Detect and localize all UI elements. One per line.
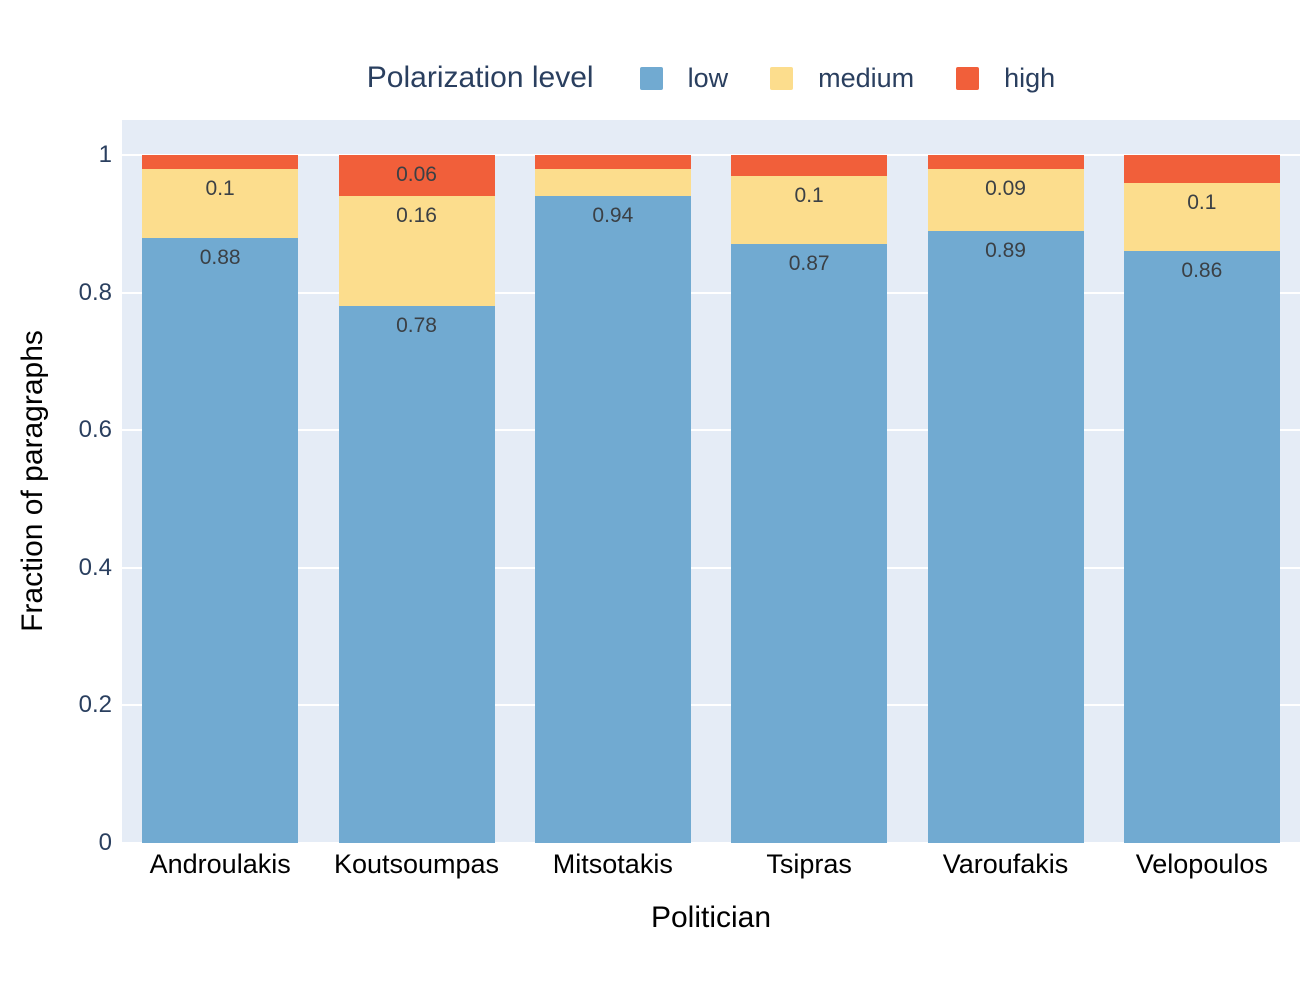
gridline-y-0.4 (122, 566, 1300, 569)
bar-segment-low-androulakis[interactable] (142, 237, 299, 843)
bar-segment-high-androulakis[interactable] (142, 155, 299, 169)
legend-swatch-low-icon (639, 66, 663, 90)
bar-segment-low-varoufakis[interactable] (927, 230, 1084, 843)
y-tick-label: 0.4 (78, 553, 112, 581)
bar-segment-medium-androulakis[interactable] (142, 168, 299, 238)
x-tick-label-mitsotakis: Mitsotakis (552, 849, 673, 879)
y-tick-label: 0 (98, 829, 112, 856)
gridline-y-0.6 (122, 429, 1300, 432)
gridline-y-1 (122, 154, 1300, 156)
y-tick-label: 0.2 (78, 691, 112, 719)
bar-segment-medium-mitsotakis[interactable] (534, 168, 691, 197)
legend-swatch-medium-icon (770, 66, 794, 90)
bar-segment-medium-tsipras[interactable] (731, 175, 888, 245)
x-tick-label-varoufakis: Varoufakis (942, 849, 1069, 879)
legend-title: Polarization level (366, 61, 594, 94)
bar-segment-medium-koutsoumpas[interactable] (338, 196, 495, 307)
legend-item-high[interactable]: high (956, 63, 1055, 94)
x-tick-label-androulakis: Androulakis (149, 849, 291, 879)
bar-segment-low-mitsotakis[interactable] (534, 196, 691, 843)
gridline-y-0.8 (122, 291, 1300, 294)
bar-segment-high-koutsoumpas[interactable] (338, 155, 495, 197)
y-tick-label: 0.8 (78, 278, 112, 306)
x-tick-label-velopoulos: Velopoulos (1135, 849, 1268, 879)
legend-swatch-high-icon (956, 66, 980, 90)
x-axis-title: Politician (650, 901, 772, 934)
x-tick-label-tsipras: Tsipras (766, 849, 852, 879)
legend: Polarization level low medium high (122, 54, 1300, 102)
legend-label-medium: medium (818, 62, 915, 93)
plot-area: 0.88 0.1 0.78 0.16 0.06 0.94 0.87 0.1 0.89 0.09 0.… (122, 120, 1300, 844)
x-tick-label-koutsoumpas: Koutsoumpas (333, 849, 500, 879)
y-tick-label: 0.6 (78, 416, 112, 444)
bar-segment-high-varoufakis[interactable] (927, 155, 1084, 169)
bar-segment-low-velopoulos[interactable] (1123, 251, 1280, 843)
legend-item-medium[interactable]: medium (770, 63, 914, 94)
legend-label-low: low (687, 62, 729, 93)
gridline-y-0.2 (122, 704, 1300, 707)
legend-item-low[interactable]: low (639, 62, 729, 94)
bar-segment-medium-velopoulos[interactable] (1123, 182, 1280, 252)
y-axis-title: Fraction of paragraphs (16, 330, 49, 632)
legend-label-high: high (1004, 62, 1056, 93)
y-tick-label: 1 (98, 141, 112, 168)
bar-segment-low-tsipras[interactable] (731, 244, 888, 843)
gridline-y-0 (122, 842, 1300, 844)
bar-segment-medium-varoufakis[interactable] (927, 168, 1084, 231)
bar-segment-low-koutsoumpas[interactable] (338, 306, 495, 843)
bar-segment-high-velopoulos[interactable] (1123, 155, 1280, 183)
bar-segment-high-tsipras[interactable] (731, 155, 888, 176)
bar-segment-high-mitsotakis[interactable] (534, 155, 691, 169)
